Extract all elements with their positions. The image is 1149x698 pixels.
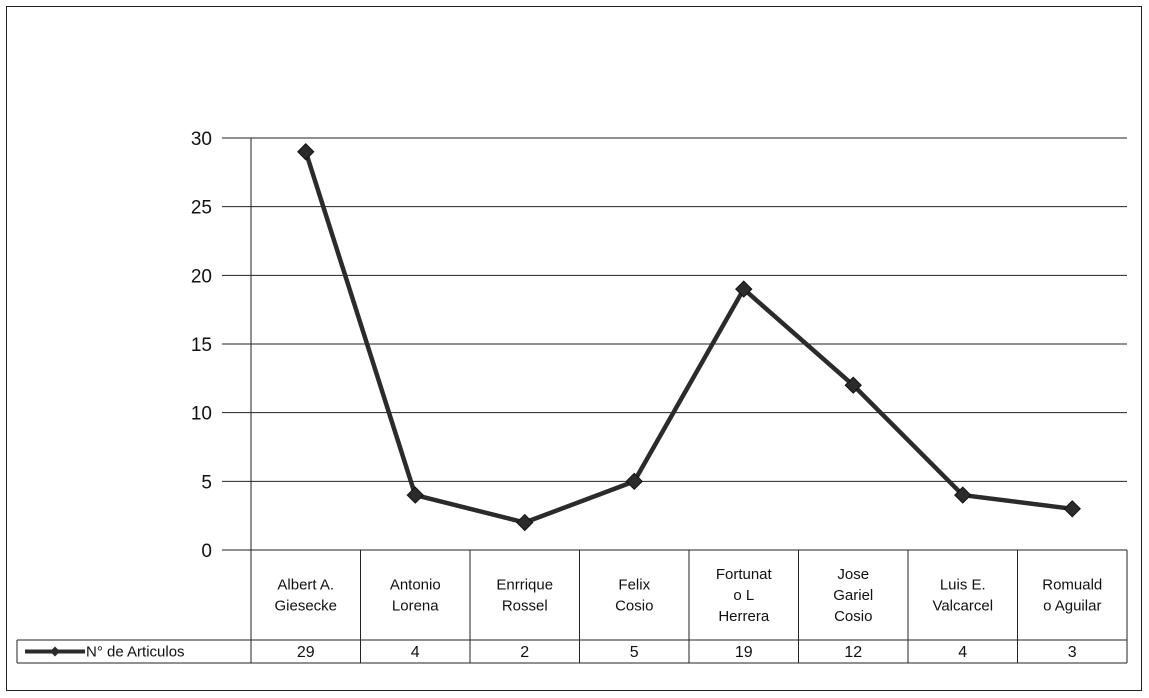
gridlines [222, 137, 1127, 663]
data-point-marker [516, 513, 534, 532]
y-tick-label: 30 [191, 129, 212, 150]
y-axis-ticks: 0 5 10 15 20 25 30 [191, 129, 212, 562]
data-table-value: 19 [735, 644, 753, 661]
category-label: Jose Gariel Cosio [833, 566, 873, 625]
data-point-marker [1063, 500, 1081, 518]
y-tick-label: 20 [191, 266, 212, 287]
category-label: Romuald o Aguilar [1042, 577, 1102, 615]
data-table-value: 4 [958, 644, 967, 661]
data-table-value: 2 [520, 644, 529, 661]
data-point-marker [735, 280, 753, 298]
data-point-marker [297, 143, 315, 161]
y-tick-label: 15 [191, 335, 212, 356]
data-table-value: 3 [1068, 644, 1077, 661]
y-tick-label: 0 [201, 541, 212, 562]
legend: N° de Articulos [25, 644, 185, 661]
category-label: Fortunat o L Herrera [716, 566, 773, 625]
series-line-path [303, 151, 1073, 525]
data-table: Albert A. Giesecke 29 Antonio Lorena 4 Enrriqu… [16, 550, 1128, 664]
data-table-value: 12 [844, 644, 862, 661]
y-tick-label: 5 [201, 472, 212, 493]
y-tick-label: 10 [191, 404, 212, 425]
data-point-marker [844, 376, 862, 394]
category-label: Luis E. Valcarcel [932, 577, 993, 615]
data-point-marker [954, 486, 972, 504]
data-table-value: 4 [411, 644, 420, 661]
series-markers [297, 143, 1081, 532]
data-point-marker [625, 472, 643, 491]
category-label: Enrrique Rossel [496, 577, 553, 615]
legend-label: N° de Articulos [86, 644, 185, 661]
data-point-marker [406, 486, 424, 504]
series-line [303, 151, 1073, 525]
data-table-value: 5 [630, 644, 639, 661]
category-label: Felix Cosio [615, 577, 653, 615]
category-label: Antonio Lorena [390, 577, 441, 615]
data-table-value: 29 [297, 644, 315, 661]
y-tick-label: 25 [191, 198, 212, 219]
chart-frame [6, 6, 1142, 691]
category-label: Albert A. Giesecke [274, 577, 337, 615]
legend-marker [50, 646, 60, 657]
